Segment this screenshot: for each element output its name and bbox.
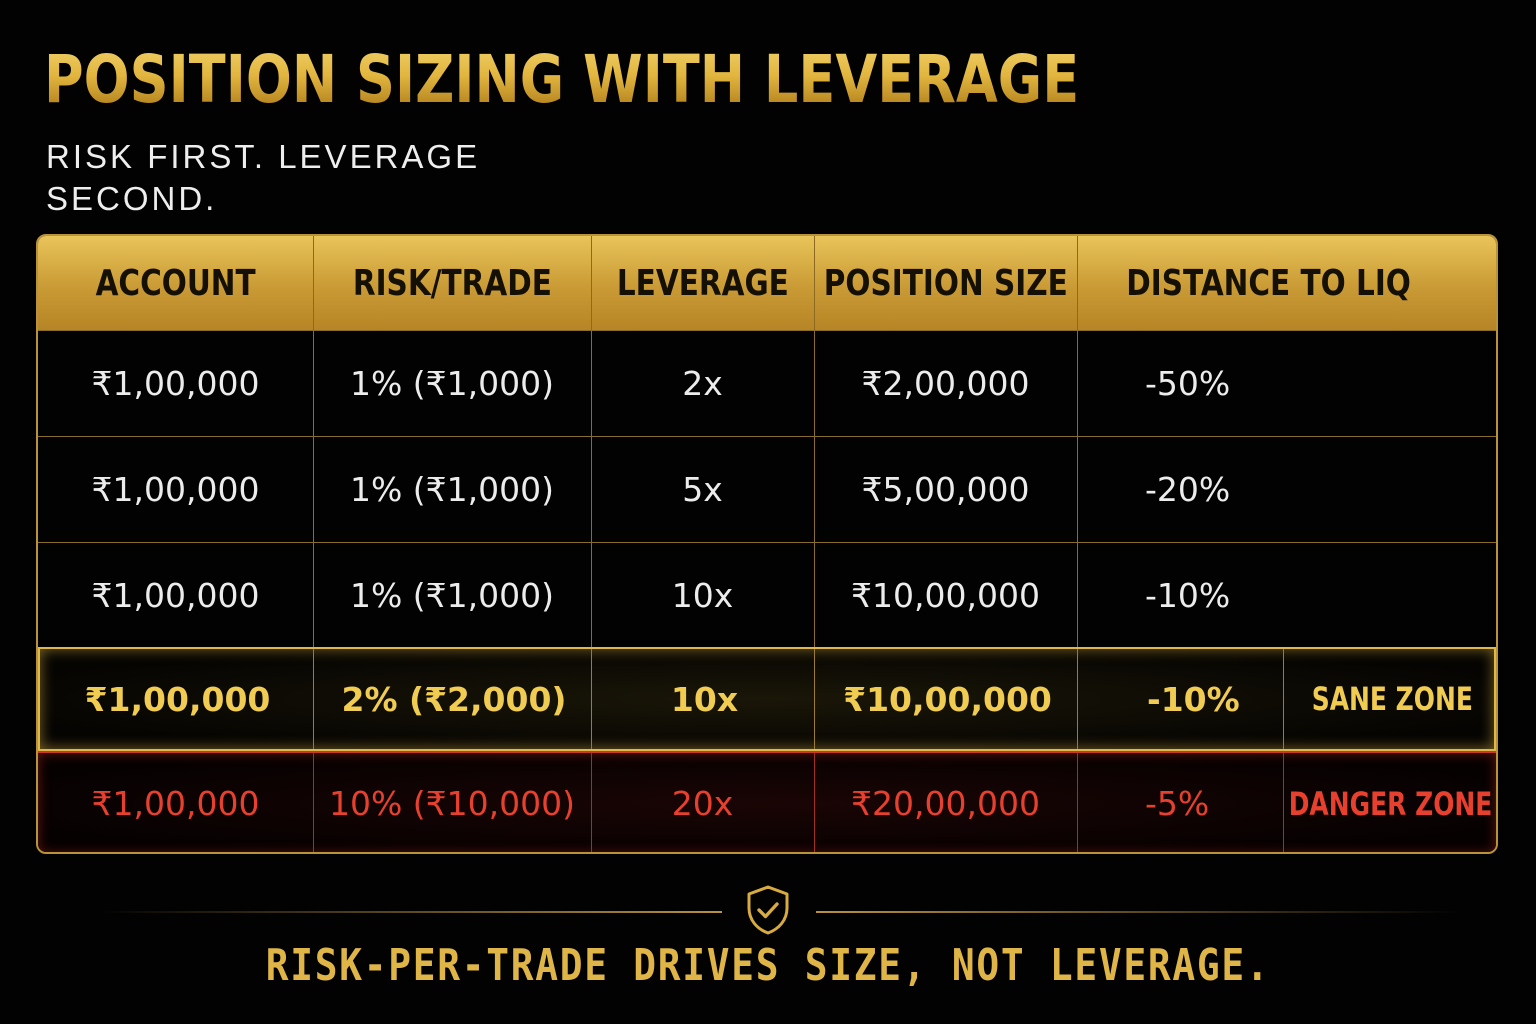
column-divider bbox=[591, 753, 592, 852]
footer-divider-left bbox=[96, 911, 722, 913]
column-divider bbox=[591, 331, 592, 436]
column-divider bbox=[1077, 649, 1078, 749]
cell-distance-to-liq: -50% bbox=[1145, 364, 1231, 403]
cell-account: ₹1,00,000 bbox=[91, 470, 260, 509]
column-divider bbox=[591, 649, 592, 749]
cell-position-size: ₹5,00,000 bbox=[861, 470, 1030, 509]
cell-distance-to-liq: -5% bbox=[1145, 784, 1210, 823]
column-divider bbox=[591, 236, 592, 330]
column-divider bbox=[814, 331, 815, 436]
table-row-sane-zone: ₹1,00,000 2% (₹2,000) 10x ₹10,00,000 -10… bbox=[38, 647, 1496, 751]
header-leverage: LEVERAGE bbox=[616, 262, 789, 304]
sane-zone-label: SANE ZONE bbox=[1311, 680, 1474, 718]
cell-distance-to-liq: -10% bbox=[1145, 575, 1231, 615]
header-distance-to-liq: DISTANCE TO LIQ bbox=[1126, 262, 1411, 304]
cell-account: ₹1,00,000 bbox=[91, 364, 260, 403]
cell-distance-to-liq: -10% bbox=[1147, 679, 1240, 719]
column-divider bbox=[1283, 753, 1284, 852]
cell-leverage: 10x bbox=[671, 575, 734, 615]
cell-leverage: 20x bbox=[671, 784, 734, 823]
column-divider bbox=[814, 437, 815, 542]
column-divider bbox=[313, 649, 314, 749]
cell-account: ₹1,00,000 bbox=[91, 575, 260, 615]
footer-tagline: RISK-PER-TRADE DRIVES SIZE, NOT LEVERAGE… bbox=[265, 940, 1271, 991]
column-divider bbox=[591, 437, 592, 542]
table-row: ₹1,00,000 1% (₹1,000) 5x ₹5,00,000 -20% bbox=[38, 436, 1496, 542]
column-divider bbox=[814, 753, 815, 852]
table-row: ₹1,00,000 1% (₹1,000) 2x ₹2,00,000 -50% bbox=[38, 330, 1496, 436]
cell-position-size: ₹10,00,000 bbox=[843, 679, 1052, 719]
cell-account: ₹1,00,000 bbox=[91, 784, 260, 823]
column-divider bbox=[591, 543, 592, 647]
leverage-table: ACCOUNT RISK/TRADE LEVERAGE POSITION SIZ… bbox=[36, 234, 1498, 854]
column-divider bbox=[313, 331, 314, 436]
cell-risk-trade: 2% (₹2,000) bbox=[341, 679, 567, 719]
column-divider bbox=[313, 236, 314, 330]
header-account: ACCOUNT bbox=[95, 262, 256, 304]
cell-risk-trade: 1% (₹1,000) bbox=[349, 364, 555, 403]
cell-distance-to-liq: -20% bbox=[1145, 470, 1231, 509]
subtitle: RISK FIRST. LEVERAGE SECOND. bbox=[46, 138, 481, 217]
column-divider bbox=[313, 753, 314, 852]
column-divider bbox=[1283, 649, 1284, 749]
cell-position-size: ₹2,00,000 bbox=[861, 364, 1030, 403]
column-divider bbox=[1077, 753, 1078, 852]
cell-risk-trade: 1% (₹1,000) bbox=[349, 575, 555, 615]
footer-divider-right bbox=[816, 911, 1460, 913]
cell-position-size: ₹10,00,000 bbox=[851, 575, 1040, 615]
column-divider bbox=[1077, 331, 1078, 436]
column-divider bbox=[814, 543, 815, 647]
danger-zone-label: DANGER ZONE bbox=[1288, 784, 1493, 823]
cell-leverage: 2x bbox=[682, 364, 723, 403]
column-divider bbox=[814, 236, 815, 330]
column-divider bbox=[1077, 437, 1078, 542]
table-header-row: ACCOUNT RISK/TRADE LEVERAGE POSITION SIZ… bbox=[38, 236, 1496, 330]
cell-risk-trade: 10% (₹10,000) bbox=[328, 784, 576, 823]
column-divider bbox=[814, 649, 815, 749]
cell-leverage: 5x bbox=[682, 470, 723, 509]
table-row-danger-zone: ₹1,00,000 10% (₹10,000) 20x ₹20,00,000 -… bbox=[38, 751, 1496, 852]
column-divider bbox=[1077, 236, 1078, 330]
header-risk-trade: RISK/TRADE bbox=[352, 262, 552, 304]
cell-leverage: 10x bbox=[670, 679, 739, 719]
cell-position-size: ₹20,00,000 bbox=[851, 784, 1040, 823]
column-divider bbox=[313, 543, 314, 647]
page-title: POSITION SIZING WITH LEVERAGE bbox=[44, 30, 1079, 130]
column-divider bbox=[1077, 543, 1078, 647]
cell-risk-trade: 1% (₹1,000) bbox=[349, 470, 555, 509]
cell-account: ₹1,00,000 bbox=[84, 679, 271, 719]
header-position-size: POSITION SIZE bbox=[823, 262, 1068, 304]
column-divider bbox=[313, 437, 314, 542]
shield-check-icon bbox=[747, 885, 789, 935]
table-row: ₹1,00,000 1% (₹1,000) 10x ₹10,00,000 -10… bbox=[38, 542, 1496, 647]
